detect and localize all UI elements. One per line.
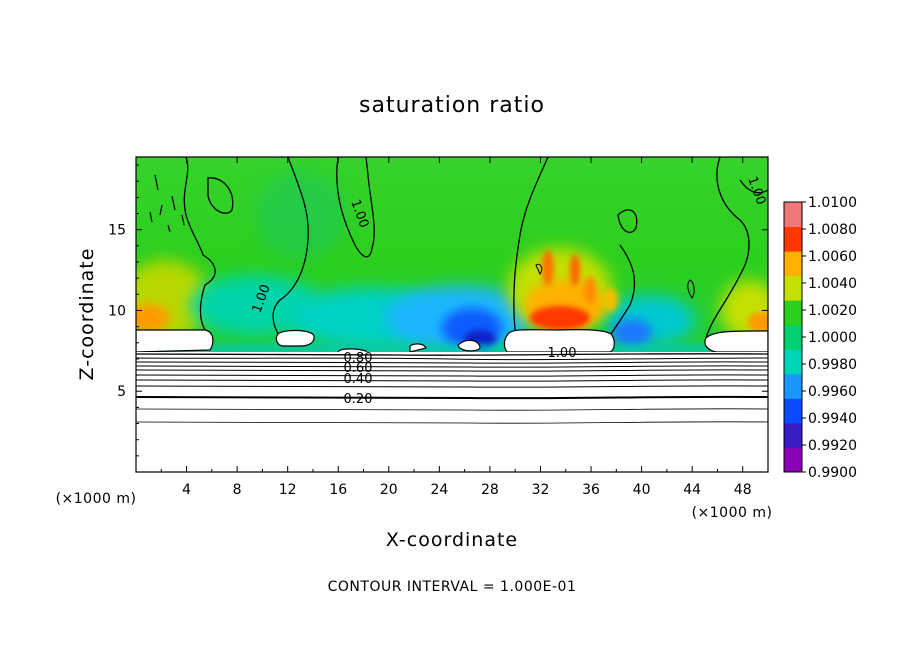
contour-label: 0.60 [344,361,373,376]
colorbar-swatch [784,226,802,252]
colorbar-label: 1.0040 [808,276,857,292]
x-tick-label: 24 [430,482,448,498]
x-tick-label: 40 [633,482,651,498]
x-axis: 4 8 12 16 20 24 28 32 36 40 44 48 [160,157,752,498]
colorbar-label: 0.9900 [808,465,857,481]
colorbar-label: 1.0020 [808,303,857,319]
colorbar-swatch [784,373,802,399]
colorbar-label: 1.0060 [808,249,857,265]
chart-title: saturation ratio [359,93,545,118]
x-tick-label: 16 [329,482,347,498]
colorbar-swatch [784,349,802,375]
colorbar-swatch [784,251,802,277]
colorbar-swatch [784,275,802,301]
saturation-contours [149,157,768,339]
colorbar-label: 1.0080 [808,222,857,238]
y-tick-label: 10 [108,303,126,319]
y-axis: 5 10 15 [108,164,768,457]
x-axis-unit: (×1000 m) [692,505,773,521]
colorbar: 1.0100 1.0080 1.0060 1.0040 1.0020 1.0000 0.99… [783,195,857,481]
contour-label: 0.20 [344,392,373,407]
y-tick-label: 5 [117,384,126,400]
colorbar-label: 1.0100 [808,195,857,211]
y-axis-label: Z-coordinate [76,248,98,381]
x-tick-label: 20 [380,482,398,498]
x-tick-label: 36 [582,482,600,498]
x-tick-label: 4 [182,482,191,498]
y-tick-label: 15 [108,223,126,239]
contour-interval-note: CONTOUR INTERVAL = 1.000E-01 [328,579,577,595]
contour-label: 0.40 [344,372,373,387]
colorbar-swatch [784,300,802,326]
contour-label: 1.00 [548,346,577,361]
lower-contours [136,353,768,424]
cloud-layer [136,329,768,472]
colorbar-swatch [784,422,802,448]
plot-area [136,157,768,472]
x-tick-label: 28 [481,482,499,498]
colorbar-swatch [784,398,802,424]
colorbar-swatch [784,202,802,228]
plot-frame [135,156,769,473]
colorbar-label: 1.0000 [808,330,857,346]
x-tick-label: 44 [683,482,701,498]
x-axis-label: X-coordinate [386,529,518,551]
contour-label: 0.80 [344,351,373,366]
field-shading [136,170,768,354]
colorbar-label: 0.9940 [808,411,857,427]
y-axis-unit: (×1000 m) [56,491,137,507]
contour-labels: 1.00 1.00 1.00 1.00 0.80 0.60 0.40 0.20 [250,175,769,407]
x-tick-label: 12 [279,482,297,498]
colorbar-label: 0.9960 [808,384,857,400]
colorbar-label: 0.9980 [808,357,857,373]
colorbar-label: 0.9920 [808,438,857,454]
x-tick-label: 32 [532,482,550,498]
x-tick-label: 8 [233,482,242,498]
colorbar-swatch [784,447,802,473]
colorbar-swatch [784,324,802,350]
x-tick-label: 48 [734,482,752,498]
